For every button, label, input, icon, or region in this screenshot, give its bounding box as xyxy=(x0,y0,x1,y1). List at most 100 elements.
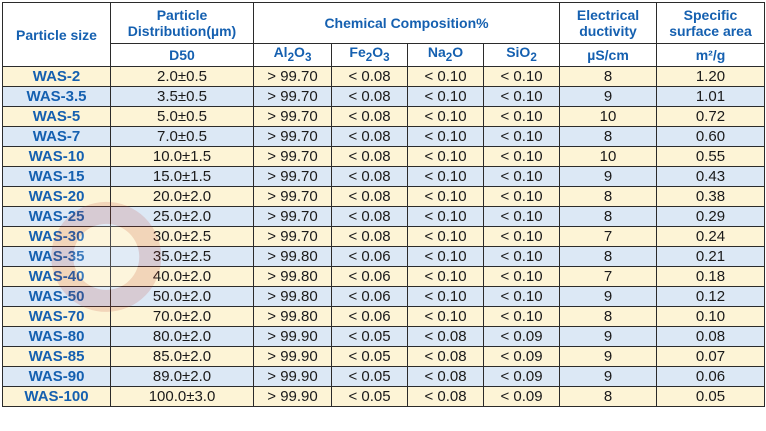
header-unit-conductivity: µS/cm xyxy=(559,43,658,67)
cell-d50: 40.0±2.0 xyxy=(110,266,254,287)
header-chemical-composition: Chemical Composition% xyxy=(252,2,561,44)
cell-d50: 10.0±1.5 xyxy=(110,146,254,167)
table-row: WAS-10 10.0±1.5 > 99.70 < 0.08 < 0.10 < 0.10 1… xyxy=(2,146,766,167)
cell-d50: 30.0±2.5 xyxy=(110,226,254,247)
table-row: WAS-7 7.0±0.5 > 99.70 < 0.08 < 0.10 < 0.10 8 0.… xyxy=(2,126,766,147)
cell-d50: 85.0±2.0 xyxy=(110,346,254,367)
cell-al2o3: > 99.70 xyxy=(253,66,332,87)
cell-particle-size: WAS-5 xyxy=(2,106,111,127)
cell-conductivity: 9 xyxy=(559,346,658,367)
cell-surface-area: 0.55 xyxy=(656,146,766,167)
cell-d50: 2.0±0.5 xyxy=(110,66,254,87)
cell-particle-size: WAS-3.5 xyxy=(2,86,111,107)
cell-d50: 80.0±2.0 xyxy=(110,326,254,347)
cell-fe2o3: < 0.08 xyxy=(331,166,408,187)
cell-na2o: < 0.10 xyxy=(407,186,484,207)
header-electrical-ductivity: Electrical ductivity xyxy=(559,2,658,44)
cell-fe2o3: < 0.06 xyxy=(331,266,408,287)
table-row: WAS-50 50.0±2.0 > 99.80 < 0.06 < 0.10 < 0.10 9… xyxy=(2,286,766,307)
table-row: WAS-40 40.0±2.0 > 99.80 < 0.06 < 0.10 < 0.10 7… xyxy=(2,266,766,287)
table-row: WAS-30 30.0±2.5 > 99.70 < 0.08 < 0.10 < 0.10 7… xyxy=(2,226,766,247)
cell-al2o3: > 99.80 xyxy=(253,306,332,327)
cell-d50: 5.0±0.5 xyxy=(110,106,254,127)
table-row: WAS-70 70.0±2.0 > 99.80 < 0.06 < 0.10 < 0.10 8… xyxy=(2,306,766,327)
cell-al2o3: > 99.70 xyxy=(253,206,332,227)
cell-al2o3: > 99.80 xyxy=(253,246,332,267)
cell-al2o3: > 99.90 xyxy=(253,386,332,407)
cell-conductivity: 10 xyxy=(559,106,658,127)
header-fe2o3: Fe2O3 xyxy=(331,43,408,67)
cell-d50: 50.0±2.0 xyxy=(110,286,254,307)
cell-d50: 3.5±0.5 xyxy=(110,86,254,107)
cell-conductivity: 8 xyxy=(559,306,658,327)
cell-surface-area: 0.08 xyxy=(656,326,766,347)
cell-fe2o3: < 0.08 xyxy=(331,106,408,127)
cell-particle-size: WAS-100 xyxy=(2,386,111,407)
table-row: WAS-80 80.0±2.0 > 99.90 < 0.05 < 0.08 < 0.09 9… xyxy=(2,326,766,347)
cell-particle-size: WAS-70 xyxy=(2,306,111,327)
cell-sio2: < 0.10 xyxy=(482,306,561,327)
cell-na2o: < 0.08 xyxy=(407,346,484,367)
cell-d50: 7.0±0.5 xyxy=(110,126,254,147)
cell-surface-area: 0.21 xyxy=(656,246,766,267)
cell-particle-size: WAS-85 xyxy=(2,346,111,367)
cell-na2o: < 0.10 xyxy=(407,286,484,307)
table-body: WAS-2 2.0±0.5 > 99.70 < 0.08 < 0.10 < 0.10 8 1.… xyxy=(2,66,766,407)
table-row: WAS-90 89.0±2.0 > 99.90 < 0.05 < 0.08 < 0.09 9… xyxy=(2,366,766,387)
cell-sio2: < 0.10 xyxy=(482,66,561,87)
cell-fe2o3: < 0.08 xyxy=(331,126,408,147)
header-na2o: Na2O xyxy=(407,43,484,67)
cell-particle-size: WAS-50 xyxy=(2,286,111,307)
cell-surface-area: 0.10 xyxy=(656,306,766,327)
cell-sio2: < 0.09 xyxy=(482,326,561,347)
cell-surface-area: 0.06 xyxy=(656,366,766,387)
cell-conductivity: 9 xyxy=(559,286,658,307)
cell-al2o3: > 99.70 xyxy=(253,126,332,147)
cell-particle-size: WAS-35 xyxy=(2,246,111,267)
table-row: WAS-5 5.0±0.5 > 99.70 < 0.08 < 0.10 < 0.10 10 0… xyxy=(2,106,766,127)
cell-al2o3: > 99.80 xyxy=(253,286,332,307)
cell-particle-size: WAS-30 xyxy=(2,226,111,247)
cell-sio2: < 0.10 xyxy=(482,266,561,287)
cell-fe2o3: < 0.06 xyxy=(331,286,408,307)
cell-conductivity: 8 xyxy=(559,126,658,147)
cell-d50: 89.0±2.0 xyxy=(110,366,254,387)
cell-surface-area: 0.60 xyxy=(656,126,766,147)
cell-al2o3: > 99.90 xyxy=(253,346,332,367)
cell-fe2o3: < 0.05 xyxy=(331,346,408,367)
cell-sio2: < 0.10 xyxy=(482,226,561,247)
header-unit-area: m²/g xyxy=(656,43,766,67)
cell-d50: 35.0±2.5 xyxy=(110,246,254,267)
cell-al2o3: > 99.90 xyxy=(253,326,332,347)
table-row: WAS-100 100.0±3.0 > 99.90 < 0.05 < 0.08 < 0.0… xyxy=(2,386,766,407)
cell-na2o: < 0.08 xyxy=(407,366,484,387)
cell-sio2: < 0.10 xyxy=(482,86,561,107)
cell-sio2: < 0.10 xyxy=(482,286,561,307)
cell-particle-size: WAS-40 xyxy=(2,266,111,287)
cell-fe2o3: < 0.08 xyxy=(331,146,408,167)
cell-particle-size: WAS-2 xyxy=(2,66,111,87)
cell-surface-area: 0.07 xyxy=(656,346,766,367)
cell-al2o3: > 99.70 xyxy=(253,226,332,247)
cell-na2o: < 0.10 xyxy=(407,86,484,107)
cell-surface-area: 0.24 xyxy=(656,226,766,247)
cell-na2o: < 0.10 xyxy=(407,146,484,167)
cell-surface-area: 0.12 xyxy=(656,286,766,307)
cell-al2o3: > 99.70 xyxy=(253,186,332,207)
cell-surface-area: 0.43 xyxy=(656,166,766,187)
cell-al2o3: > 99.70 xyxy=(253,146,332,167)
table-row: WAS-35 35.0±2.5 > 99.80 < 0.06 < 0.10 < 0.10 8… xyxy=(2,246,766,267)
cell-particle-size: WAS-15 xyxy=(2,166,111,187)
cell-al2o3: > 99.90 xyxy=(253,366,332,387)
cell-fe2o3: < 0.05 xyxy=(331,386,408,407)
cell-conductivity: 9 xyxy=(559,326,658,347)
cell-na2o: < 0.10 xyxy=(407,246,484,267)
cell-surface-area: 1.20 xyxy=(656,66,766,87)
cell-fe2o3: < 0.08 xyxy=(331,66,408,87)
table-row: WAS-2 2.0±0.5 > 99.70 < 0.08 < 0.10 < 0.10 8 1.… xyxy=(2,66,766,87)
cell-conductivity: 9 xyxy=(559,86,658,107)
cell-d50: 20.0±2.0 xyxy=(110,186,254,207)
header-particle-distribution: Particle Distribution(µm) xyxy=(110,2,254,44)
cell-d50: 70.0±2.0 xyxy=(110,306,254,327)
cell-na2o: < 0.10 xyxy=(407,166,484,187)
